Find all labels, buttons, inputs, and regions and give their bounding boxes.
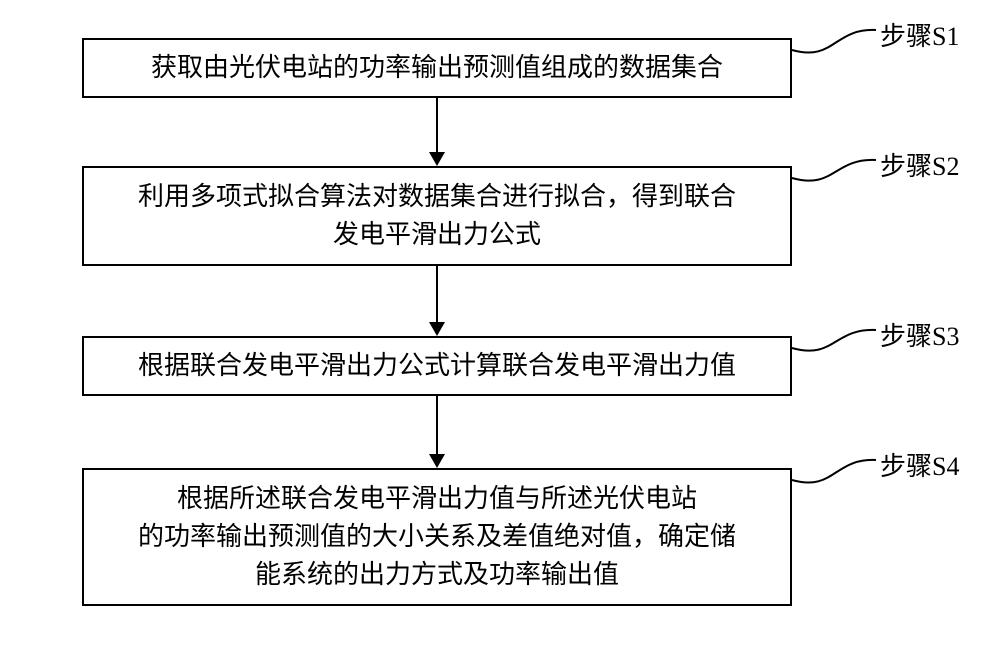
arrow-head-icon	[429, 454, 445, 468]
step-text-s3: 根据联合发电平滑出力公式计算联合发电平滑出力值	[138, 347, 736, 385]
step-text-s1: 获取由光伏电站的功率输出预测值组成的数据集合	[151, 49, 723, 87]
step-box-s1: 获取由光伏电站的功率输出预测值组成的数据集合	[82, 38, 792, 98]
step-box-s2: 利用多项式拟合算法对数据集合进行拟合，得到联合发电平滑出力公式	[82, 166, 792, 266]
label-connector-s1	[790, 20, 888, 64]
arrow-line	[436, 98, 438, 152]
arrow-head-icon	[429, 322, 445, 336]
step-label-text-s1: 步骤S1	[880, 22, 959, 51]
step-label-s2: 步骤S2	[880, 146, 959, 183]
step-text-s4: 根据所述联合发电平滑出力值与所述光伏电站的功率输出预测值的大小关系及差值绝对值，…	[138, 480, 736, 593]
flowchart-canvas: 获取由光伏电站的功率输出预测值组成的数据集合 利用多项式拟合算法对数据集合进行拟…	[0, 0, 1000, 654]
step-label-s4: 步骤S4	[880, 446, 959, 483]
arrow-line	[436, 266, 438, 322]
label-connector-s4	[790, 450, 888, 494]
label-connector-s3	[790, 320, 888, 362]
step-label-s1: 步骤S1	[880, 16, 959, 53]
step-label-text-s2: 步骤S2	[880, 152, 959, 181]
step-label-s3: 步骤S3	[880, 316, 959, 353]
label-connector-s2	[790, 150, 888, 192]
step-box-s3: 根据联合发电平滑出力公式计算联合发电平滑出力值	[82, 336, 792, 396]
arrow-line	[436, 396, 438, 454]
step-label-text-s3: 步骤S3	[880, 322, 959, 351]
arrow-head-icon	[429, 152, 445, 166]
step-label-text-s4: 步骤S4	[880, 452, 959, 481]
step-text-s2: 利用多项式拟合算法对数据集合进行拟合，得到联合发电平滑出力公式	[138, 178, 736, 253]
step-box-s4: 根据所述联合发电平滑出力值与所述光伏电站的功率输出预测值的大小关系及差值绝对值，…	[82, 468, 792, 606]
